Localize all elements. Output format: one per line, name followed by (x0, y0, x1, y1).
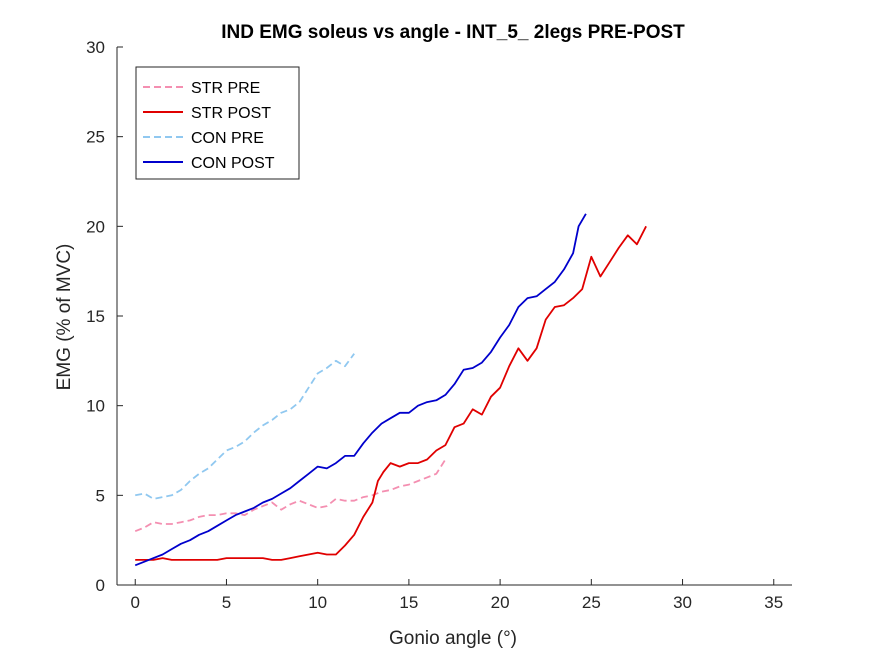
y-tick-label: 25 (86, 128, 105, 147)
y-tick-label: 10 (86, 397, 105, 416)
x-tick-label: 15 (399, 593, 418, 612)
x-tick-label: 20 (491, 593, 510, 612)
legend: STR PRE STR POST CON PRE CON POST (135, 66, 300, 180)
legend-entry-label: CON PRE (191, 130, 264, 147)
x-tick-label: 25 (582, 593, 601, 612)
x-tick-label: 30 (673, 593, 692, 612)
legend-box (135, 66, 300, 180)
x-axis-label: Gonio angle (°) (389, 628, 517, 649)
chart-title: IND EMG soleus vs angle - INT_5_ 2legs P… (221, 22, 685, 43)
series-line-con-pre (135, 353, 355, 500)
plot-area (134, 213, 647, 567)
y-tick-label: 0 (96, 576, 105, 595)
x-tick-label: 35 (764, 593, 783, 612)
x-tick-label: 0 (131, 593, 140, 612)
x-tick-label: 5 (222, 593, 231, 612)
legend-entry-label: STR PRE (191, 80, 260, 97)
x-tick-label: 10 (308, 593, 327, 612)
series-line-str-post (135, 225, 647, 561)
legend-entry-label: STR POST (191, 105, 271, 122)
y-tick-label: 15 (86, 307, 105, 326)
axes: 0 5 10 15 20 25 30 35 0 5 10 15 20 25 30 (86, 38, 792, 612)
legend-entry-label: CON POST (191, 155, 275, 172)
series-line-str-pre (134, 459, 447, 533)
series-line-con-post (134, 213, 587, 567)
y-tick-label: 20 (86, 217, 105, 236)
y-axis-label: EMG (% of MVC) (54, 244, 75, 391)
y-tick-label: 5 (96, 486, 105, 505)
y-tick-label: 30 (86, 38, 105, 57)
